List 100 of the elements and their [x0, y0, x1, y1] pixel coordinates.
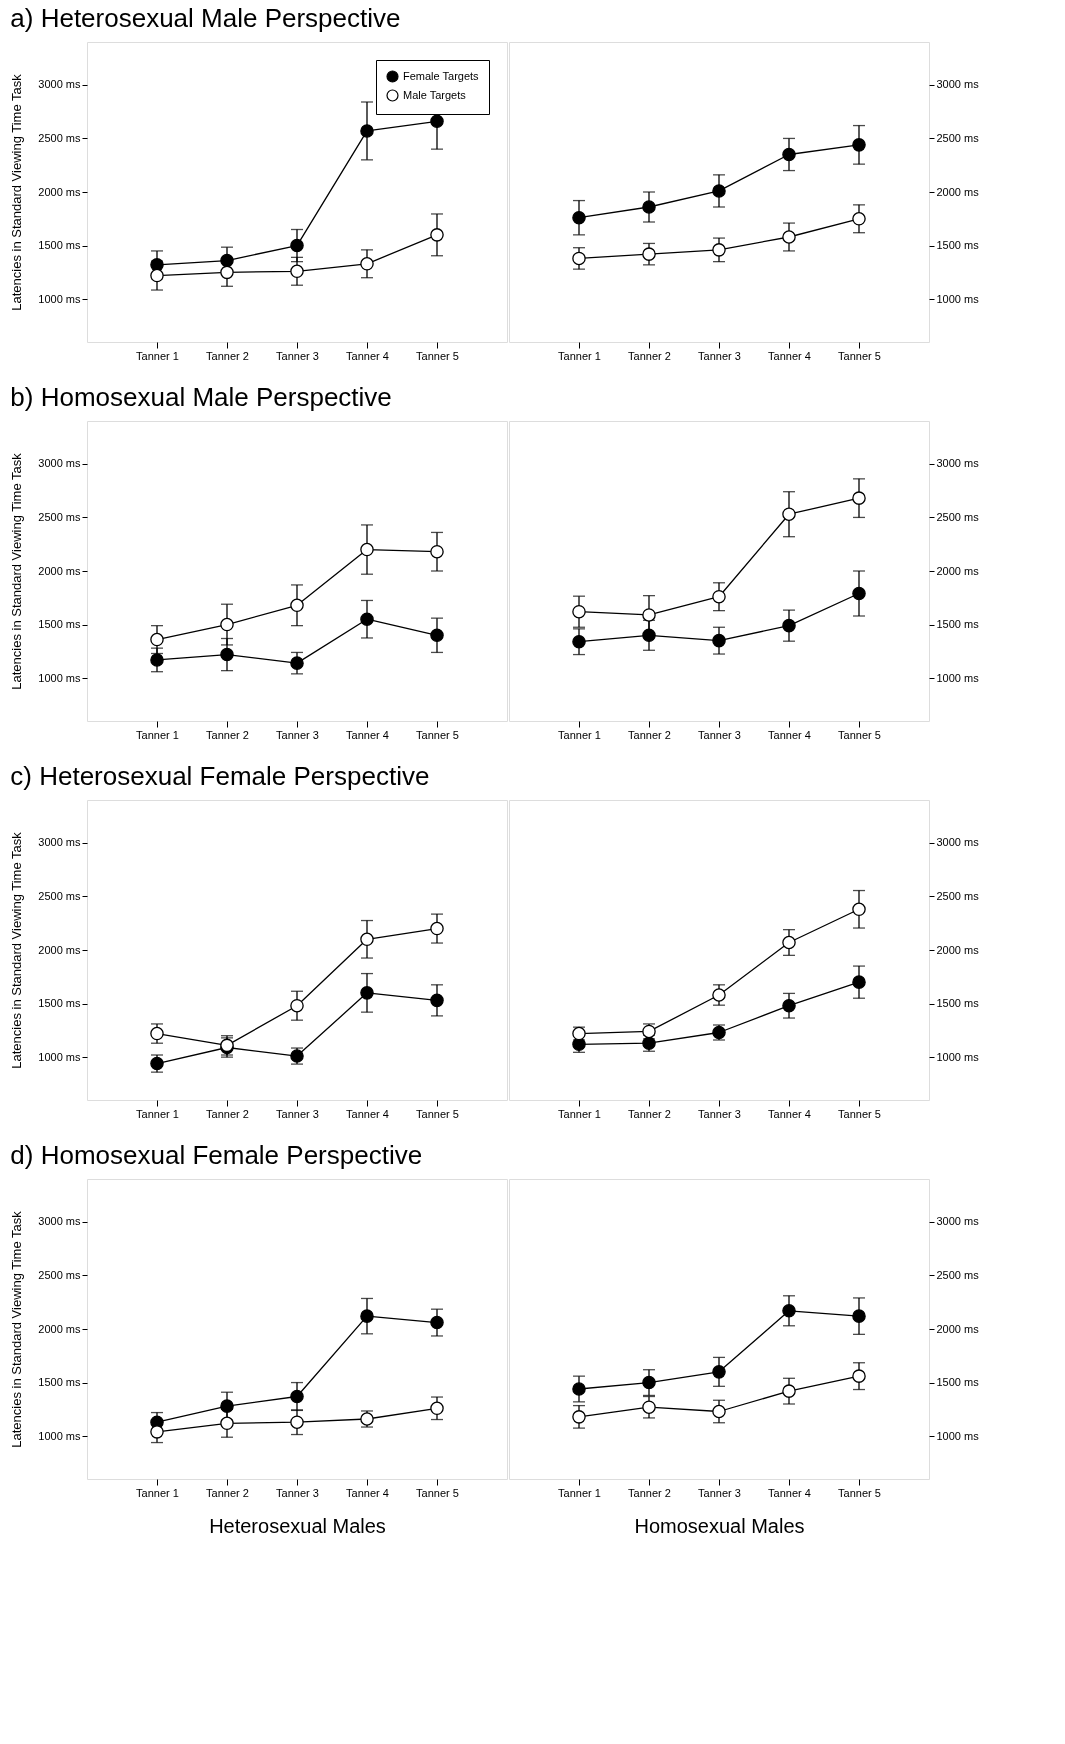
- x-tick-label: Tanner 2: [628, 1107, 671, 1120]
- legend-label: Female Targets: [403, 69, 480, 82]
- y2-tick-label: 1500 ms: [936, 239, 980, 252]
- point: [642, 200, 656, 214]
- point: [360, 612, 374, 626]
- point: [360, 124, 374, 138]
- point: [360, 986, 374, 1000]
- y2-tick-label: 2500 ms: [936, 131, 980, 144]
- point: [782, 230, 796, 244]
- x-tick-label: Tanner 1: [136, 1107, 179, 1120]
- point: [430, 993, 444, 1008]
- x-tick-label: Tanner 5: [416, 349, 459, 362]
- point: [360, 1309, 374, 1323]
- point: [220, 647, 234, 662]
- y-tick-label: 3000 ms: [38, 1215, 81, 1228]
- y2-tick-label: 1000 ms: [936, 292, 980, 305]
- point: [220, 1399, 234, 1413]
- x-tick-label: Tanner 4: [768, 349, 811, 362]
- point: [150, 653, 164, 667]
- point: [572, 1382, 586, 1396]
- x-tick-label: Tanner 3: [698, 728, 741, 741]
- x-tick-label: Tanner 4: [768, 728, 811, 741]
- x-tick-label: Tanner 3: [698, 1107, 741, 1120]
- x-axis-title: Heterosexual Males: [209, 1514, 386, 1537]
- point: [852, 212, 866, 226]
- x-tick-label: Tanner 4: [346, 1107, 389, 1120]
- point: [712, 243, 726, 257]
- x-tick-label: Tanner 1: [136, 728, 179, 741]
- y2-tick-label: 1000 ms: [936, 671, 980, 684]
- x-tick-label: Tanner 2: [206, 1486, 249, 1499]
- y-tick-label: 2500 ms: [38, 131, 81, 144]
- x-tick-label: Tanner 1: [136, 349, 179, 362]
- point: [220, 265, 234, 280]
- point: [430, 228, 444, 242]
- point: [220, 1416, 234, 1431]
- y-tick-label: 1500 ms: [38, 618, 81, 631]
- point: [430, 114, 444, 129]
- point: [782, 147, 796, 162]
- x-tick-label: Tanner 5: [416, 1486, 459, 1499]
- point: [782, 1384, 796, 1398]
- y2-tick-label: 2000 ms: [936, 1322, 980, 1335]
- point: [642, 628, 656, 643]
- point: [782, 507, 796, 521]
- y2-tick-label: 1500 ms: [936, 1376, 980, 1389]
- point: [290, 264, 304, 279]
- point: [712, 633, 726, 648]
- point: [572, 210, 586, 225]
- y-tick-label: 1000 ms: [38, 671, 81, 684]
- chart-title: b) Homosexual Male Perspective: [10, 381, 392, 412]
- x-tick-label: Tanner 2: [628, 349, 671, 362]
- y2-tick-label: 2000 ms: [936, 185, 980, 198]
- point: [852, 975, 866, 989]
- point: [150, 268, 164, 283]
- y-axis-title: Latencies in Standard Viewing Time Task: [9, 831, 25, 1069]
- point: [430, 544, 444, 559]
- point: [290, 998, 304, 1013]
- x-tick-label: Tanner 5: [416, 1107, 459, 1120]
- x-tick-label: Tanner 1: [558, 1486, 601, 1499]
- y2-tick-label: 3000 ms: [936, 457, 980, 470]
- point: [852, 138, 866, 152]
- y2-tick-label: 3000 ms: [936, 1215, 980, 1228]
- point: [852, 1369, 866, 1383]
- y-axis-title: Latencies in Standard Viewing Time Task: [9, 1210, 25, 1448]
- point: [290, 656, 304, 670]
- x-tick-label: Tanner 3: [698, 1486, 741, 1499]
- point: [712, 184, 726, 198]
- x-tick-label: Tanner 3: [276, 728, 319, 741]
- point: [290, 238, 304, 253]
- x-tick-label: Tanner 3: [276, 349, 319, 362]
- point: [572, 634, 586, 649]
- x-tick-label: Tanner 1: [558, 1107, 601, 1120]
- x-tick-label: Tanner 4: [768, 1107, 811, 1120]
- y-tick-label: 3000 ms: [38, 457, 81, 470]
- point: [852, 902, 866, 917]
- y2-tick-label: 2500 ms: [936, 889, 980, 902]
- point: [150, 1425, 164, 1439]
- y2-tick-label: 3000 ms: [936, 78, 980, 91]
- x-tick-label: Tanner 2: [628, 1486, 671, 1499]
- point: [430, 1315, 444, 1330]
- point: [360, 257, 374, 271]
- y2-tick-label: 1500 ms: [936, 997, 980, 1010]
- x-tick-label: Tanner 2: [628, 728, 671, 741]
- y-tick-label: 1000 ms: [38, 1050, 81, 1063]
- x-tick-label: Tanner 5: [838, 1486, 881, 1499]
- point: [150, 258, 164, 272]
- x-tick-label: Tanner 1: [558, 728, 601, 741]
- x-tick-label: Tanner 5: [838, 349, 881, 362]
- x-tick-label: Tanner 4: [346, 728, 389, 741]
- x-axis-title: Homosexual Males: [634, 1514, 805, 1537]
- point: [642, 608, 656, 622]
- point: [572, 604, 586, 619]
- x-tick-label: Tanner 4: [346, 1486, 389, 1499]
- y2-tick-label: 2000 ms: [936, 943, 980, 956]
- y-tick-label: 2500 ms: [38, 889, 81, 902]
- point: [782, 935, 796, 950]
- y2-tick-label: 1000 ms: [936, 1050, 980, 1063]
- x-tick-label: Tanner 5: [416, 728, 459, 741]
- legend-label: Male Targets: [403, 88, 467, 101]
- point: [712, 1365, 726, 1379]
- point: [220, 253, 234, 268]
